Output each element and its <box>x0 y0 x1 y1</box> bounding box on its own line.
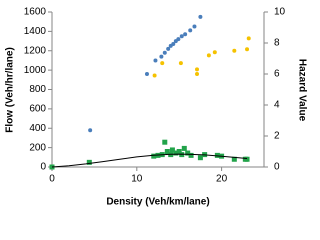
x-tick-label: 10 <box>131 174 143 185</box>
point <box>164 149 170 154</box>
point <box>246 36 251 41</box>
point <box>183 32 188 37</box>
chart: Density (Veh/km/lane) Flow (Veh/hr/lane)… <box>5 7 308 208</box>
point <box>144 72 149 76</box>
point <box>88 128 93 133</box>
point <box>195 67 200 72</box>
point <box>151 153 157 159</box>
point <box>162 50 167 55</box>
point <box>153 58 158 63</box>
x-tick-label: 20 <box>216 174 228 185</box>
point <box>206 53 211 58</box>
point <box>198 14 203 19</box>
point <box>244 156 250 162</box>
point <box>179 34 184 39</box>
point <box>188 28 193 33</box>
y2-tick-label: 0 <box>274 162 280 173</box>
y2-tick-label: 2 <box>274 131 280 142</box>
y-tick-label: 0 <box>40 162 46 173</box>
x-tick-label: 0 <box>49 174 55 185</box>
point <box>169 147 175 153</box>
point <box>181 145 187 151</box>
point <box>192 24 197 29</box>
point <box>176 37 181 42</box>
point <box>166 46 171 51</box>
point <box>159 54 164 59</box>
point <box>86 159 92 165</box>
point <box>231 156 237 162</box>
y-tick-label: 200 <box>29 142 46 153</box>
point <box>152 73 157 78</box>
point <box>173 150 179 156</box>
y-tick-label: 1600 <box>24 7 47 18</box>
y2-tick-label: 8 <box>274 38 280 49</box>
y-tick-label: 400 <box>29 123 46 134</box>
y2-tick-label: 6 <box>274 69 280 80</box>
point <box>245 47 250 52</box>
y-tick-label: 1200 <box>24 45 47 56</box>
point <box>197 155 203 161</box>
x-axis-title: Density (Veh/km/lane) <box>106 197 209 208</box>
point <box>185 150 191 156</box>
point <box>160 61 165 66</box>
y-tick-label: 800 <box>29 84 46 95</box>
point <box>162 139 168 145</box>
y2-tick-label: 4 <box>274 100 280 111</box>
y-tick-label: 600 <box>29 104 46 115</box>
point <box>188 152 194 158</box>
point <box>176 149 182 154</box>
point <box>178 61 183 66</box>
point <box>212 50 217 55</box>
point <box>232 48 237 53</box>
y2-axis-title: Hazard Value <box>296 59 307 122</box>
y-tick-label: 1000 <box>24 65 47 76</box>
fit-line <box>51 153 248 168</box>
point <box>195 72 200 76</box>
y-tick-label: 1400 <box>24 26 47 37</box>
point <box>171 41 176 46</box>
y-axis-title: Flow (Veh/hr/lane) <box>5 47 16 133</box>
y2-tick-label: 10 <box>274 7 286 18</box>
